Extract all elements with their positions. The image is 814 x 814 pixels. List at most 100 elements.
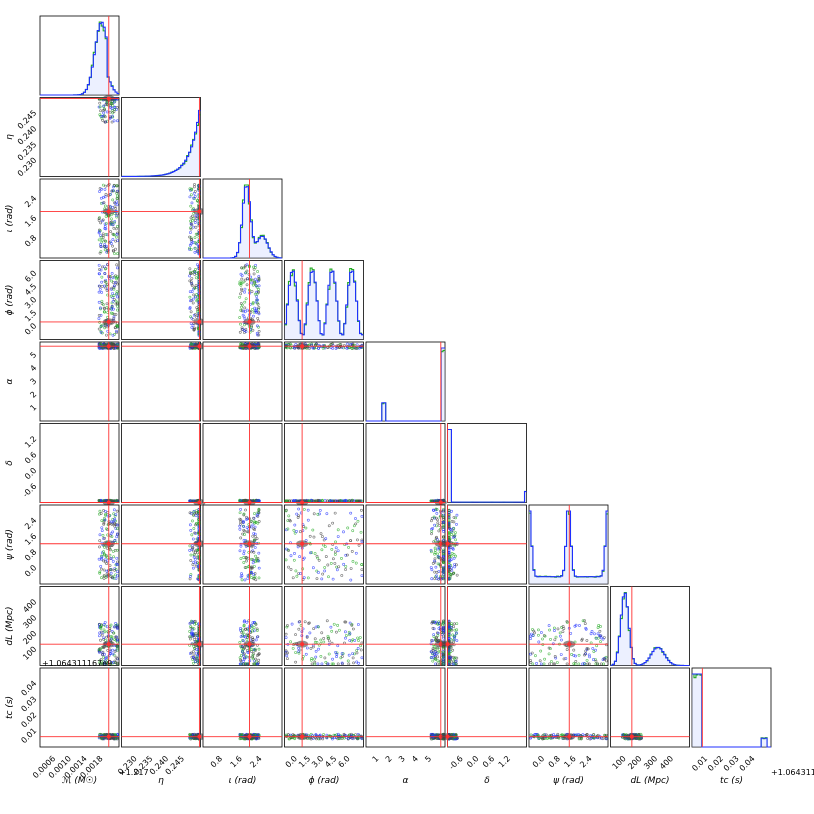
sample-phi-mc-2 [115,331,119,334]
sample-iota-mc-80 [114,227,118,231]
truth-point-psi-eta [197,541,202,546]
sample-iota-mc-98 [104,192,108,196]
sample-delta-eta-136 [188,499,192,503]
sample-eta-mc-76 [112,119,116,123]
truth-point-dL-mc [106,642,111,647]
sample-alpha-phi-124 [312,346,315,350]
sample-iota-mc-108 [101,183,105,187]
sample-phi-iota-123 [244,271,248,275]
sample-alpha-phi-64 [334,347,338,350]
sample-phi-mc-75 [115,277,119,281]
sample-phi-eta-1 [188,274,191,278]
sample-phi-mc-56 [115,263,119,267]
sample-phi-iota-90 [240,303,244,307]
sample-iota-mc-125 [115,212,119,216]
sample-phi-mc-131 [112,317,116,321]
sample-phi-mc-108 [115,292,119,296]
sample-iota-eta-103 [190,201,194,205]
sample-phi-mc-72 [109,294,113,298]
sample-phi-iota-125 [247,272,251,276]
sample-phi-eta-23 [188,267,192,271]
sample-alpha-iota-138 [240,345,244,349]
sample-phi-eta-59 [194,284,198,288]
sample-phi-mc-90 [101,303,105,307]
truth-point-iota-mc [106,209,111,214]
sample-phi-eta-115 [190,326,194,329]
sample-phi-iota-39 [239,308,243,312]
sample-phi-mc-59 [114,313,118,316]
sample-phi-mc-24 [111,312,115,316]
sample-phi-iota-139 [242,315,246,319]
hist-line-blue-mc [40,21,119,96]
panel-mc-mc [39,15,120,96]
sample-phi-eta-81 [194,276,198,280]
sample-phi-iota-66 [251,302,255,306]
sample-iota-mc-104 [113,201,116,205]
truth-point-psi-phi [300,541,305,546]
sample-eta-mc-32 [99,109,103,113]
sample-phi-iota-79 [254,277,257,281]
truth-point-delta-phi [300,500,305,505]
sample-phi-eta-112 [194,295,197,299]
sample-eta-mc-112 [102,104,106,108]
sample-phi-eta-125 [189,272,193,276]
sample-phi-iota-82 [257,312,261,316]
sample-iota-eta-118 [189,242,193,246]
sample-phi-iota-126 [255,292,259,296]
sample-phi-mc-69 [115,276,119,280]
sample-eta-mc-116 [101,118,104,122]
sample-phi-iota-67 [245,308,249,312]
sample-iota-eta-33 [194,232,198,236]
sample-phi-iota-2 [243,306,247,310]
sample-phi-iota-40 [255,331,259,335]
sample-alpha-phi-74 [354,346,358,350]
sample-phi-eta-119 [193,327,196,331]
sample-eta-mc-86 [98,101,102,105]
sample-phi-iota-110 [256,317,260,320]
truth-point-delta-mc [106,500,111,505]
sample-phi-mc-31 [99,313,103,317]
sample-phi-mc-62 [97,327,101,331]
sample-iota-eta-74 [197,229,201,233]
sample-phi-iota-65 [240,266,243,270]
sample-phi-iota-92 [252,272,256,276]
panel-psi-iota [202,504,283,585]
sample-iota-mc-116 [102,244,106,248]
sample-phi-iota-137 [244,327,248,331]
sample-iota-mc-65 [116,231,119,235]
sample-phi-eta-101 [190,283,194,287]
sample-iota-mc-129 [103,248,107,252]
sample-phi-mc-114 [110,279,114,283]
sample-iota-mc-137 [110,189,114,193]
sample-phi-eta-121 [188,290,192,293]
sample-eta-mc-11 [110,120,114,124]
sample-phi-iota-113 [246,277,249,281]
sample-phi-mc-94 [99,268,103,272]
sample-eta-mc-127 [102,111,105,115]
sample-eta-mc-84 [109,101,113,105]
sample-iota-eta-128 [192,185,196,189]
truth-point-iota-eta [197,209,202,214]
panel-phi-iota [202,260,283,340]
truth-point-dL-delta [445,642,450,647]
sample-iota-eta-120 [197,250,201,254]
sample-phi-iota-128 [257,276,261,280]
sample-phi-iota-120 [253,266,257,270]
panel-delta-iota [202,423,283,503]
truth-point-phi-mc [106,319,111,324]
sample-iota-mc-96 [116,197,119,200]
sample-phi-eta-128 [197,272,201,276]
sample-phi-mc-100 [100,280,104,284]
sample-phi-mc-105 [104,280,108,284]
sample-phi-mc-65 [112,297,116,301]
sample-iota-eta-137 [188,235,192,239]
sample-phi-mc-28 [111,292,114,295]
sample-phi-eta-49 [197,301,201,305]
sample-phi-eta-77 [197,304,201,308]
sample-iota-eta-112 [191,241,195,244]
panel-psi-delta [447,504,527,585]
sample-iota-mc-88 [100,187,103,191]
sample-iota-eta-125 [197,204,201,208]
sample-iota-eta-73 [192,196,195,200]
sample-phi-mc-135 [116,324,119,328]
